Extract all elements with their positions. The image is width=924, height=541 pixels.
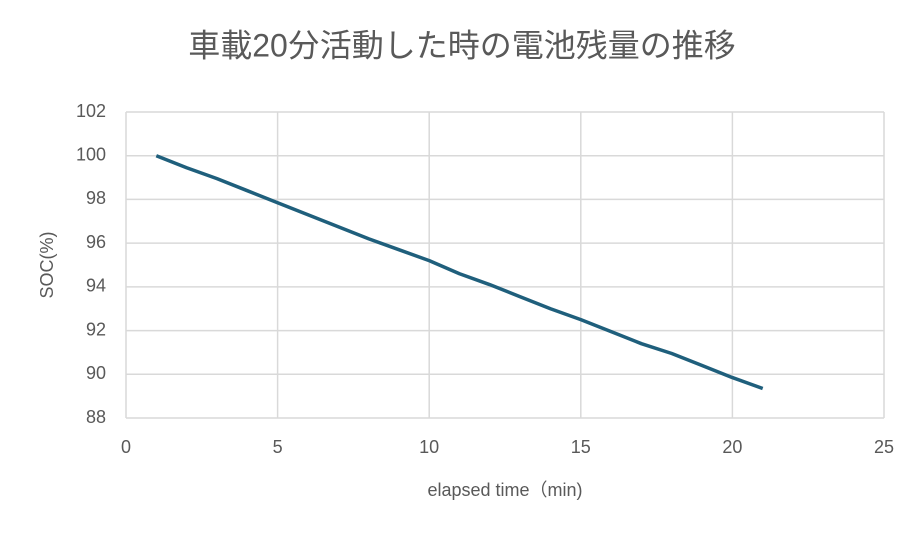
x-tick-label: 10 <box>419 437 439 457</box>
x-tick-label: 5 <box>273 437 283 457</box>
y-tick-label: 100 <box>76 144 106 164</box>
y-axis-label: SOC(%) <box>37 232 57 299</box>
data-line <box>155 154 764 391</box>
x-tick-label: 15 <box>571 437 591 457</box>
y-tick-label: 88 <box>86 407 106 427</box>
x-axis-label: elapsed time（min) <box>427 480 582 500</box>
y-tick-label: 92 <box>86 319 106 339</box>
x-tick-label: 0 <box>121 437 131 457</box>
y-tick-label: 102 <box>76 101 106 121</box>
x-tick-label: 25 <box>874 437 894 457</box>
x-tick-label: 20 <box>722 437 742 457</box>
y-tick-label: 96 <box>86 232 106 252</box>
y-tick-label: 98 <box>86 188 106 208</box>
chart-title: 車載20分活動した時の電池残量の推移 <box>188 27 736 63</box>
y-tick-label: 94 <box>86 276 106 296</box>
y-tick-label: 90 <box>86 363 106 383</box>
